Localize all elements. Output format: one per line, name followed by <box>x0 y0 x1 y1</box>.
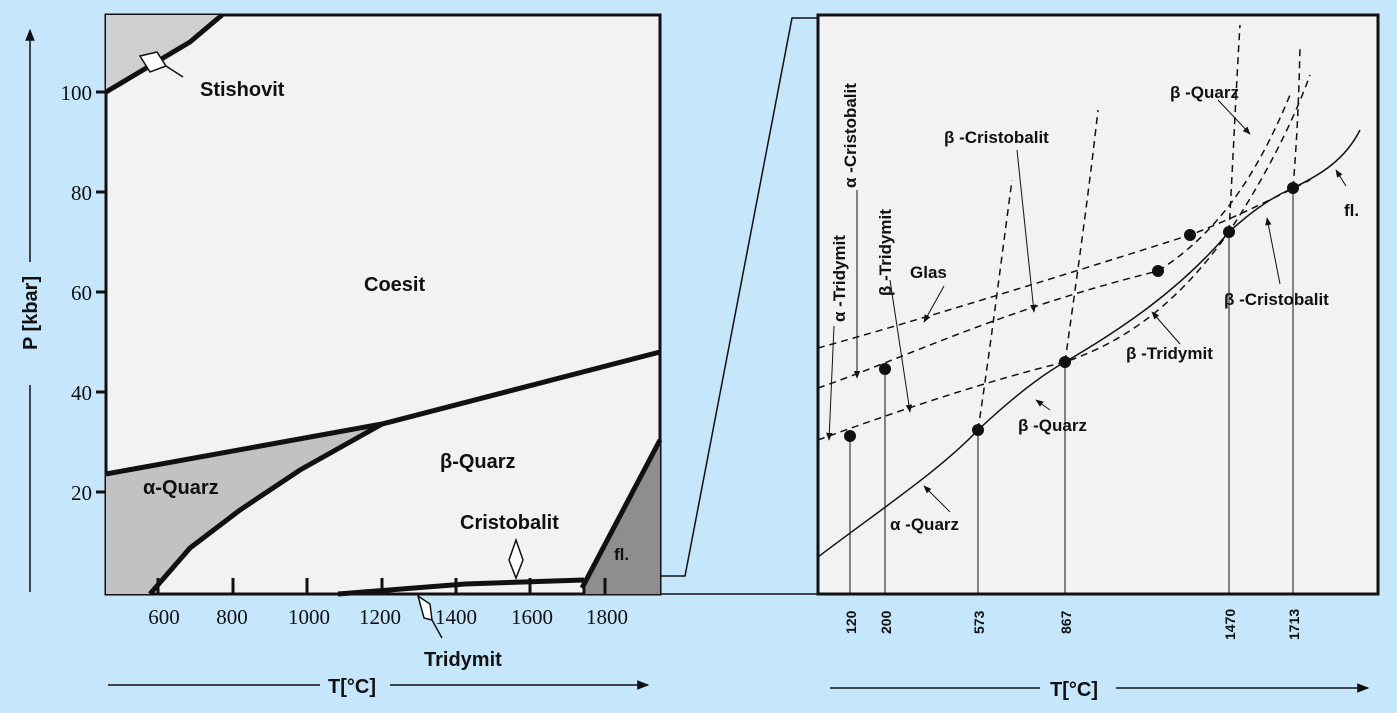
right-diagram: α -Tridymit α -Cristobalit β -Tridymit G… <box>816 13 1380 701</box>
beta-quarz-vertical-curve <box>1064 109 1099 363</box>
tridymit-label: Tridymit <box>424 649 502 671</box>
stishovit-boundary <box>104 13 224 95</box>
metastable-curves <box>817 24 1311 441</box>
left-x-ticks: 600 800 1000 1200 1400 1600 1800 <box>148 578 628 629</box>
x-tick-1000: 1000 <box>288 605 330 629</box>
fl-1713-curve <box>1292 44 1301 189</box>
cristobalit-label: Cristobalit <box>460 512 559 534</box>
x-tick-1200: 1200 <box>359 605 401 629</box>
alpha-beta-quarz-boundary <box>148 421 384 596</box>
y-tick-80: 80 <box>71 181 92 205</box>
y-axis-label: P [kbar] <box>20 276 42 350</box>
y-tick-40: 40 <box>71 381 92 405</box>
beta-quarz-mid-label: β -Quarz <box>1018 416 1087 435</box>
y-tick-20: 20 <box>71 481 92 505</box>
triple-points <box>844 182 1299 442</box>
left-x-axis-label: T[°C] <box>328 676 376 698</box>
label-pointer-arrows <box>826 99 1347 513</box>
beta-cristobalit-top-label: β -Cristobalit <box>944 128 1049 147</box>
beta-quarz-1470-curve <box>1228 24 1241 233</box>
x-tick-1800: 1800 <box>586 605 628 629</box>
fl-label: fl. <box>614 545 629 564</box>
melting-boundary <box>579 438 663 590</box>
tridymit-pointer-icon <box>416 594 433 621</box>
tridymit-cristobalit-boundary <box>337 577 585 597</box>
r-x-tick-1713: 1713 <box>1286 609 1302 640</box>
beta-tridymit-top-label: β -Tridymit <box>876 209 895 296</box>
alpha-quarz-right-label: α -Quarz <box>890 515 959 534</box>
alpha-cristobalit-label: α -Cristobalit <box>841 83 860 188</box>
alpha-tridymit-label: α -Tridymit <box>830 235 849 322</box>
coesit-label: Coesit <box>364 274 425 296</box>
right-fl-label: fl. <box>1344 201 1359 220</box>
beta-cristobalit-vertical-curve <box>977 179 1013 431</box>
beta-cristobalit-right-label: β -Cristobalit <box>1224 290 1329 309</box>
tridymit-leader <box>431 619 443 639</box>
alpha-cristobalit-curve <box>817 94 1291 389</box>
alpha-quarz-label: α-Quarz <box>143 477 219 499</box>
y-tick-60: 60 <box>71 281 92 305</box>
beta-tridymit-mid-label: β -Tridymit <box>1126 344 1213 363</box>
left-y-ticks: 20 40 60 80 100 <box>61 81 106 505</box>
glas-curve <box>817 179 1311 349</box>
tridymit-curve <box>817 74 1311 441</box>
stishovit-label: Stishovit <box>200 79 285 101</box>
alpha-quarz-region <box>106 424 382 594</box>
x-tick-600: 600 <box>148 605 180 629</box>
r-x-tick-200: 200 <box>878 610 894 634</box>
x-tick-1400: 1400 <box>435 605 477 629</box>
r-x-tick-867: 867 <box>1058 610 1074 634</box>
r-x-tick-120: 120 <box>843 610 859 634</box>
x-tick-1600: 1600 <box>511 605 553 629</box>
glas-label: Glas <box>910 263 947 282</box>
beta-quarz-label: β-Quarz <box>440 451 516 473</box>
right-x-axis-label: T[°C] <box>1050 679 1098 701</box>
x-tick-800: 800 <box>216 605 248 629</box>
stishovit-leader <box>165 65 184 78</box>
beta-quarz-top-label: β -Quarz <box>1170 83 1239 102</box>
temperature-drop-lines <box>849 188 1294 594</box>
y-tick-100: 100 <box>61 81 93 105</box>
cristobalit-pointer-icon <box>508 537 524 581</box>
zoom-connector-top <box>660 17 818 577</box>
r-x-tick-573: 573 <box>971 610 987 634</box>
r-x-tick-1470: 1470 <box>1222 609 1238 640</box>
left-diagram: 20 40 60 80 100 600 800 1000 1200 1400 1… <box>20 13 663 698</box>
